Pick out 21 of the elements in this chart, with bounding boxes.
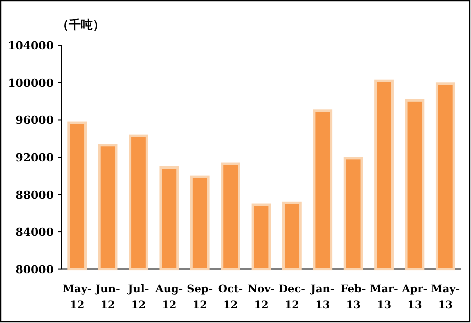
x-tick-label: Jan-13 xyxy=(310,283,335,312)
x-tick-label: Jun-12 xyxy=(94,283,120,312)
y-tick-label: 88000 xyxy=(16,188,54,202)
y-tick-label: 96000 xyxy=(16,114,54,128)
y-axis-title: （千吨） xyxy=(57,18,105,32)
y-tick-label: 80000 xyxy=(16,263,54,276)
x-tick-label: May-12 xyxy=(62,283,92,312)
y-tick-label: 92000 xyxy=(16,152,54,164)
x-tick-label: Mar-13 xyxy=(370,283,398,312)
x-tick-label: Feb-13 xyxy=(340,283,366,312)
y-tick-label: 84000 xyxy=(16,226,54,240)
x-tick-label: Nov-12 xyxy=(248,283,276,312)
x-tick-label: Jul-12 xyxy=(127,283,150,312)
x-tick-label: Oct-12 xyxy=(218,283,244,312)
x-tick-label: Apr-13 xyxy=(401,283,428,312)
x-tick-label: Aug-12 xyxy=(154,283,184,312)
x-tick-label: Dec-12 xyxy=(278,283,306,312)
x-tick-label: Sep-12 xyxy=(187,283,214,312)
y-tick-label: 104000 xyxy=(8,40,54,53)
x-tick-label: May-13 xyxy=(431,283,460,312)
y-tick-label: 100000 xyxy=(8,76,54,90)
